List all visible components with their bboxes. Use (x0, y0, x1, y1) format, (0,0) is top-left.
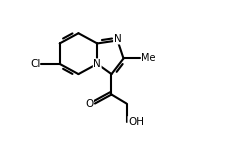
Text: Me: Me (140, 53, 155, 63)
Text: N: N (113, 34, 121, 44)
Text: O: O (85, 99, 93, 108)
Text: Cl: Cl (30, 59, 41, 69)
Text: OH: OH (127, 117, 143, 127)
Text: N: N (93, 59, 101, 69)
